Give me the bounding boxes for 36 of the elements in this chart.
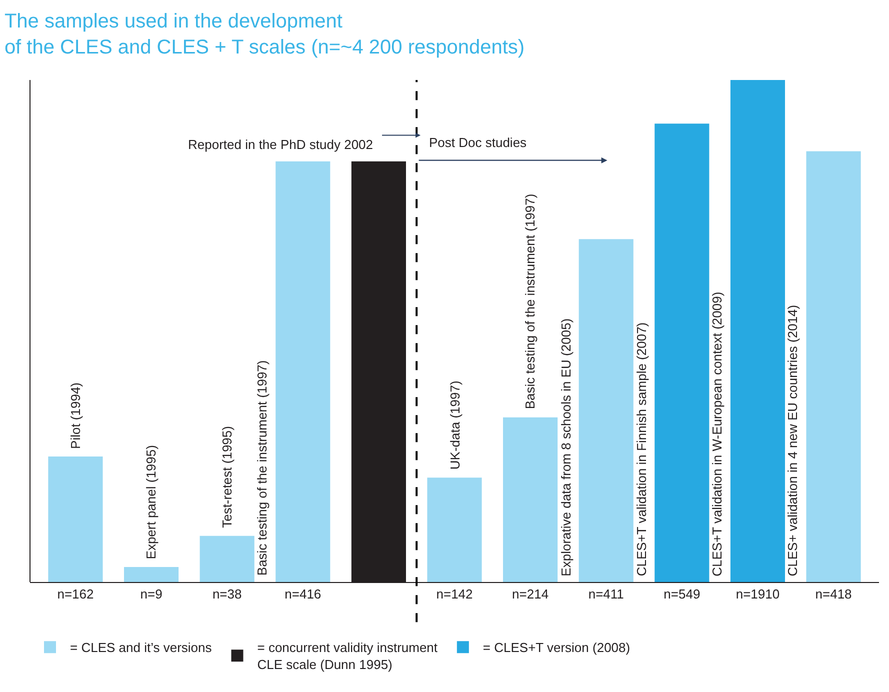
x-tick-label: n=9 <box>140 586 162 602</box>
x-tick-label: n=214 <box>512 586 549 602</box>
annotation: Explorative data from 8 schools in EU (2005) <box>558 318 574 576</box>
legend-label: = concurrent validity instrument CLE scale (Dunn 1995) <box>257 640 438 672</box>
x-tick-label: n=418 <box>815 586 852 602</box>
x-tick-label: n=416 <box>284 586 322 602</box>
annotation: Expert panel (1995) <box>143 445 158 560</box>
annotation: Basic testing of the instrument (1997) <box>254 360 270 576</box>
annotation: CLES+T validation in Finnish sample (2007) <box>634 322 650 576</box>
annotation: Pilot (1994) <box>68 382 83 449</box>
annotation: UK-data (1997) <box>447 380 462 470</box>
annotation: Post Doc studies <box>429 135 528 150</box>
x-tick-label: n=1910 <box>736 586 780 602</box>
x-tick-label: n=38 <box>212 586 242 602</box>
annotation: Basic testing of the instrument (1997) <box>522 194 538 410</box>
annotation: CLES+T validation in W-European context (2009) <box>709 292 724 576</box>
bar <box>276 161 330 582</box>
bar <box>200 536 254 582</box>
legend-label: = CLES and it’s versions <box>70 640 212 656</box>
bar <box>124 566 179 582</box>
annotation: CLES+ validation in 4 new EU countries (2014) <box>785 304 800 576</box>
bar <box>427 478 482 582</box>
bar <box>654 124 710 582</box>
bar <box>806 151 861 582</box>
chart-title: The samples used in the development of the CLES and CLES + T scales (n=~4 200 respondents) <box>4 10 525 59</box>
bar <box>578 239 634 582</box>
legend-label: = CLES+T version (2008) <box>482 640 630 656</box>
x-tick-label: n=549 <box>664 586 700 602</box>
x-tick-label: n=411 <box>588 586 624 602</box>
bar <box>730 80 785 582</box>
bar <box>48 456 103 582</box>
annotation: Test-retest (1995) <box>219 426 234 528</box>
annotation: Reported in the PhD study 2002 <box>188 137 374 152</box>
x-tick-label: n=142 <box>436 586 473 602</box>
x-tick-label: n=162 <box>57 586 94 602</box>
bar <box>503 417 558 582</box>
